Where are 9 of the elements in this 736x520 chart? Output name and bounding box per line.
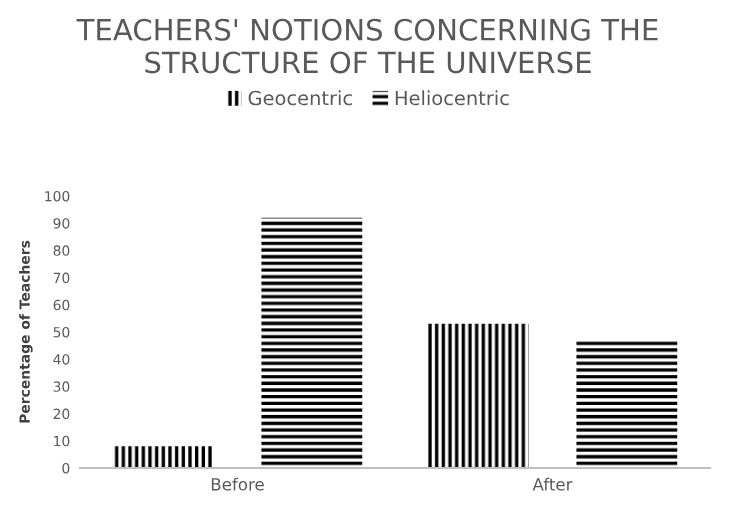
chart-title: TEACHERS' NOTIONS CONCERNING THE STRUCTURE OF THE UNIVERSE <box>76 18 658 74</box>
bar <box>576 340 678 468</box>
legend-label: Heliocentric <box>395 90 509 106</box>
bar <box>261 217 363 468</box>
x-tick-label: Before <box>211 477 264 491</box>
x-tick-label: After <box>532 477 573 491</box>
bar <box>427 323 529 468</box>
bar <box>112 446 214 468</box>
legend-label: Geocentric <box>248 90 352 106</box>
